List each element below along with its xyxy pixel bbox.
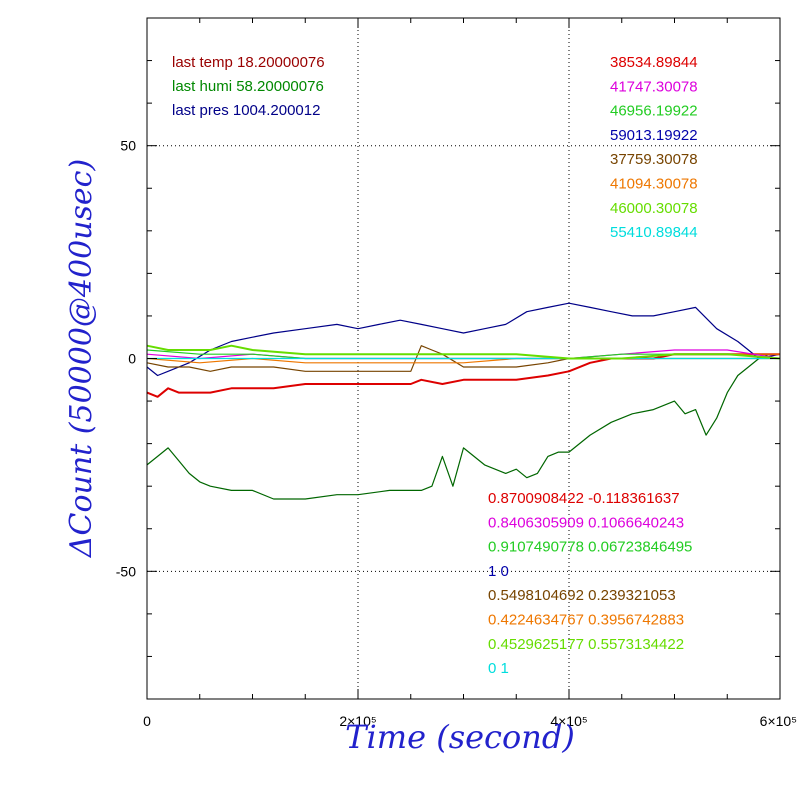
- env-label: last pres 1004.200012: [172, 102, 320, 119]
- base-value-label: 38534.89844: [610, 54, 698, 71]
- coefficient-label: 0.8406305909 0.1066640243: [488, 514, 684, 531]
- coefficient-label: 0.8700908422 -0.118361637: [488, 490, 680, 507]
- y-axis-title: ΔCount (50000@400usec): [64, 159, 99, 558]
- series-line-8: [146, 344, 781, 360]
- y-tick-label: -50: [116, 563, 136, 579]
- y-tick-label: 0: [128, 351, 136, 367]
- base-value-label: 37759.30078: [610, 151, 698, 168]
- env-label: last temp 18.20000076: [172, 54, 325, 71]
- series-group: [146, 302, 781, 500]
- coefficient-label: 0.4224634767 0.3956742883: [488, 612, 684, 629]
- env-label: last humi 58.20000076: [172, 78, 324, 95]
- series-line-1: [146, 302, 781, 377]
- x-tick-label: 6×10⁵: [760, 713, 797, 729]
- base-value-label: 41094.30078: [610, 176, 698, 193]
- coefficient-label: 0 1: [488, 660, 509, 677]
- y-tick-label: 50: [120, 138, 136, 154]
- x-tick-label: 4×10⁵: [550, 713, 587, 729]
- base-value-label: 55410.89844: [610, 224, 698, 241]
- coefficient-label: 0.5498104692 0.239321053: [488, 587, 676, 604]
- coefficient-label: 1 0: [488, 563, 509, 580]
- tick-labels: 0 2×10⁵ 4×10⁵ 6×10⁵ -50 0 50: [116, 138, 797, 729]
- coefficient-label: 0.9107490778 0.06723846495: [488, 539, 692, 556]
- base-value-label: 41747.30078: [610, 78, 698, 95]
- coefficient-label: 0.4529625177 0.5573134422: [488, 636, 684, 653]
- base-value-label: 59013.19922: [610, 127, 698, 144]
- base-value-label: 46000.30078: [610, 200, 698, 217]
- x-tick-label: 2×10⁵: [339, 713, 376, 729]
- series-line-0: [146, 353, 780, 500]
- ticks: [146, 17, 781, 700]
- annotation-labels: last temp 18.20000076 last humi 58.200000…: [172, 54, 698, 677]
- base-value-label: 46956.19922: [610, 103, 698, 120]
- x-axis-title: Time (second): [345, 718, 575, 756]
- x-tick-label: 0: [143, 713, 151, 729]
